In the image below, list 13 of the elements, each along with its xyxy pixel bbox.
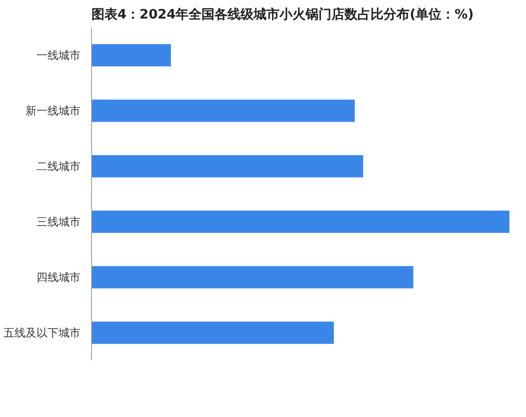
y-tick-label: 新一线城市 [26, 104, 80, 118]
bar [92, 322, 334, 344]
bar [92, 100, 355, 122]
y-tick-label: 五线及以下城市 [4, 326, 80, 340]
y-tick-label: 三线城市 [36, 215, 80, 228]
y-tick-label: 四线城市 [36, 270, 80, 284]
bar [92, 44, 171, 66]
bar [92, 210, 510, 233]
bar [92, 155, 364, 178]
bar [92, 266, 414, 288]
y-tick-label: 二线城市 [36, 160, 80, 173]
y-tick-label: 一线城市 [36, 48, 80, 62]
chart-title: 图表4：2024年全国各线级城市小火锅门店数占比分布(单位：%) [92, 6, 474, 22]
